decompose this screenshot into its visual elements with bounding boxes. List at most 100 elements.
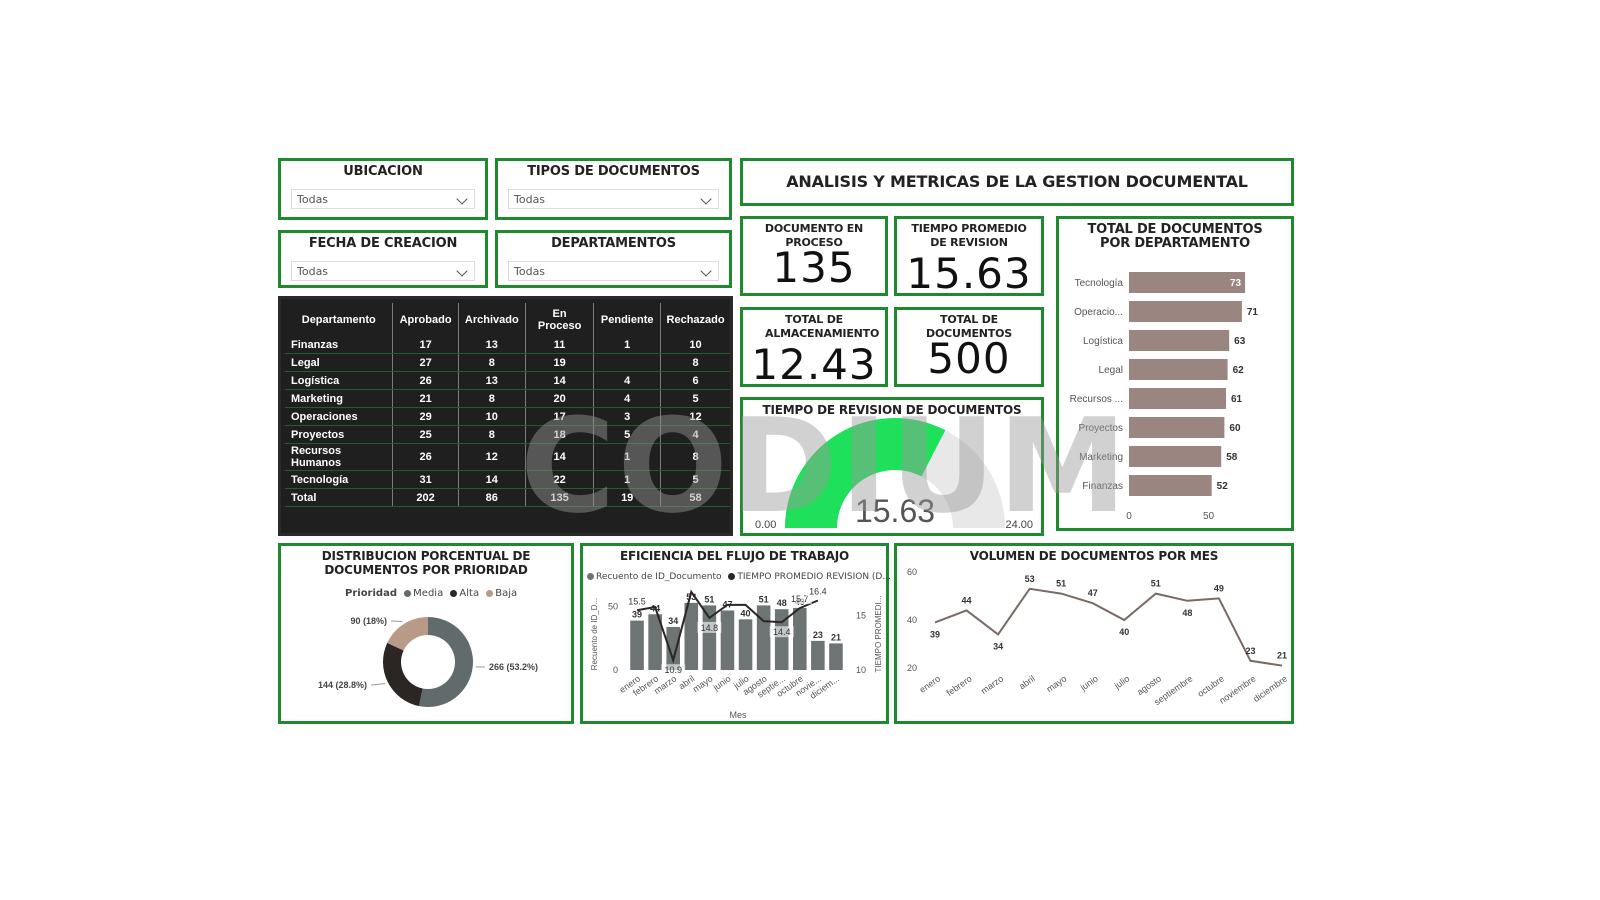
- monthly-volume-chart: 20 40 60 39 44 34 53 51 47 40 51 48 49 23 21 enero febre…: [907, 567, 1289, 707]
- monthly-volume-title: VOLUMEN DE DOCUMENTOS POR MES: [969, 549, 1219, 563]
- table-cell: 8: [458, 353, 526, 372]
- bar: [1129, 446, 1222, 467]
- line-point-label: 53: [1025, 574, 1035, 584]
- table-cell: 8: [458, 389, 526, 408]
- dept-bar-card: TOTAL DE DOCUMENTOS POR DEPARTAMENTO Tec…: [1056, 216, 1294, 531]
- bar-category-label: Operacio...: [1074, 307, 1123, 318]
- legend-dot-recuento: [587, 573, 594, 580]
- y-tick-label: 20: [907, 663, 917, 673]
- table-cell: 12: [458, 443, 526, 471]
- volume-line: [934, 587, 1283, 667]
- y2-tick-label: 10: [856, 665, 866, 675]
- legend-baja: Baja: [495, 588, 518, 599]
- table-header-cell[interactable]: Aprobado: [392, 303, 459, 336]
- table-cell: 18: [525, 425, 595, 444]
- table-cell: 58: [660, 488, 730, 507]
- x-tick-label: junio: [1078, 673, 1100, 693]
- kpi-en-proceso: DOCUMENTO EN PROCESO 135: [740, 216, 888, 296]
- legend-dot-alta: [450, 589, 458, 597]
- line-label-bg: [769, 626, 794, 638]
- chevron-down-icon: [456, 265, 468, 277]
- combo-bar-label: 34: [668, 616, 678, 626]
- workflow-combo-chart: 0 50 10 15 Recuento de ID_D... TIEMPO PROMEDI…: [590, 585, 883, 720]
- line-point-label: 44: [962, 595, 972, 605]
- fecha-dropdown-value: Todas: [297, 265, 329, 278]
- x-tick-label: diciembre: [1251, 673, 1289, 704]
- line-point-label: 49: [1214, 583, 1224, 593]
- line-point-label: 47: [1088, 588, 1098, 598]
- table-cell: 14: [525, 443, 595, 471]
- workflow-combo-title: EFICIENCIA DEL FLUJO DE TRABAJO: [619, 549, 850, 563]
- table-cell: 10: [660, 336, 730, 354]
- kpi-almacenamiento-value: 12.43: [751, 340, 877, 389]
- bar: [1129, 417, 1225, 438]
- table-cell: 14: [525, 371, 595, 390]
- table-cell: 1: [593, 443, 662, 471]
- combo-bar-label: 23: [813, 630, 823, 640]
- slicer-fecha-creacion: FECHA DE CREACION Todas: [278, 230, 488, 288]
- tipos-dropdown-value: Todas: [514, 193, 546, 206]
- kpi-tiempo-promedio: TIEMPO PROMEDIO DE REVISION 15.63: [894, 216, 1044, 298]
- table-header-cell[interactable]: Departamento: [285, 303, 394, 336]
- line-point-label: 21: [1277, 651, 1287, 661]
- combo-bar-label: 40: [741, 608, 751, 618]
- line-point-label: 23: [1245, 646, 1255, 656]
- table-row: Finanzas 17 13 11 1 10: [285, 336, 730, 354]
- table-cell: 5: [593, 425, 662, 444]
- table-cell: 21: [392, 389, 459, 408]
- x-tick-label: 50: [1203, 511, 1215, 522]
- donut-data-label: 90 (18%): [350, 616, 387, 626]
- priority-legend: Prioridad Media Alta Baja: [345, 588, 517, 599]
- table-cell: 27: [392, 353, 459, 372]
- tipos-dropdown[interactable]: Todas: [508, 189, 719, 209]
- ubicacion-dropdown[interactable]: Todas: [291, 189, 475, 209]
- table-header-cell[interactable]: Rechazado: [666, 314, 725, 326]
- gauge-title: TIEMPO DE REVISION DE DOCUMENTOS: [762, 403, 1022, 417]
- table-header-cell[interactable]: Pendiente: [593, 303, 662, 336]
- slicer-tipos-title: TIPOS DE DOCUMENTOS: [527, 164, 700, 179]
- table-cell: 202: [392, 488, 459, 507]
- table-cell: 5: [660, 470, 730, 489]
- bar-category-label: Proyectos: [1079, 423, 1123, 434]
- donut-leader-line: [370, 683, 386, 686]
- chevron-down-icon: [700, 193, 712, 205]
- chevron-down-icon: [700, 265, 712, 277]
- table-header-cell[interactable]: Archivado: [458, 303, 526, 336]
- table-cell: 19: [593, 488, 662, 507]
- table-cell: [593, 353, 662, 372]
- y-tick-label: 60: [907, 567, 917, 577]
- departamentos-dropdown[interactable]: Todas: [508, 261, 719, 281]
- combo-line-label: 16.4: [809, 587, 827, 597]
- table-row: Total 202 86 135 19 58: [285, 488, 730, 507]
- legend-recuento: Recuento de ID_Documento: [596, 572, 722, 582]
- table-cell: 8: [660, 353, 730, 372]
- table-cell: 10: [458, 407, 526, 426]
- bar: [1129, 272, 1246, 293]
- bar-data-label: 52: [1217, 481, 1229, 492]
- table-row: Marketing 21 8 20 4 5: [285, 389, 730, 408]
- donut-data-label: 144 (28.8%): [318, 680, 367, 690]
- table-cell: 17: [525, 407, 595, 426]
- bar-category-label: Finanzas: [1082, 481, 1123, 492]
- table-row-label: Proyectos: [285, 425, 394, 444]
- table-cell: 8: [660, 443, 730, 471]
- gauge-value: 15.63: [855, 493, 935, 529]
- table-row: Operaciones 29 10 17 3 12: [285, 407, 730, 426]
- donut-data-label: 266 (53.2%): [489, 662, 538, 672]
- table-row: Tecnología 31 14 22 1 5: [285, 470, 730, 489]
- x-tick-label: enero: [918, 673, 943, 694]
- combo-bar-label: 48: [777, 598, 787, 608]
- table-row: Recursos Humanos 26 12 14 1 8: [285, 443, 730, 471]
- status-table: Departamento Aprobado Archivado En Proceso P…: [285, 303, 730, 507]
- table-cell: 26: [392, 443, 459, 471]
- line-point-label: 34: [993, 641, 1003, 651]
- line-point-label: 51: [1151, 579, 1161, 589]
- combo-bar: [738, 619, 753, 670]
- fecha-dropdown[interactable]: Todas: [291, 261, 475, 281]
- line-point-label: 48: [1182, 608, 1192, 618]
- table-header-cell[interactable]: En Proceso: [525, 303, 595, 336]
- gauge-max-label: 24.00: [1005, 519, 1033, 531]
- bar-data-label: 61: [1231, 394, 1243, 405]
- bar-category-label: Recursos ...: [1070, 394, 1123, 405]
- table-cell: 22: [525, 470, 595, 489]
